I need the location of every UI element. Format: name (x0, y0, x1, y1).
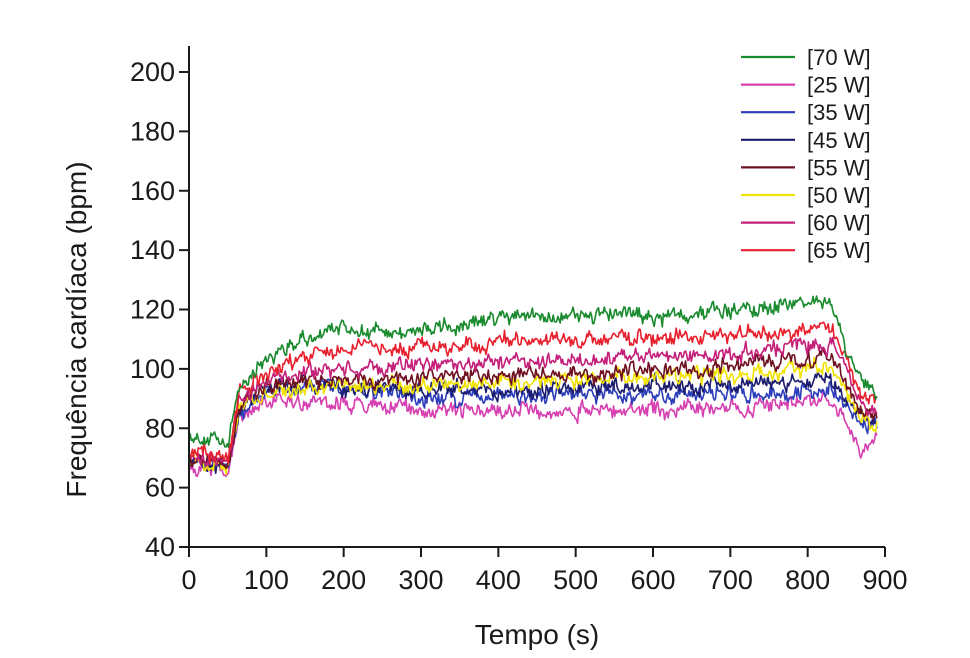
series-line (188, 347, 878, 470)
legend-label: [65 W] (807, 238, 871, 263)
series-line (188, 321, 878, 466)
y-tick-label: 200 (130, 57, 175, 87)
x-tick-label: 600 (630, 565, 675, 595)
x-axis-title: Tempo (s) (475, 619, 599, 650)
y-axis-ticks: 40 60 80 100 120 140 160 180 200 (130, 57, 189, 562)
y-tick-label: 100 (130, 354, 175, 384)
y-tick-label: 180 (130, 116, 175, 146)
plot-series-group (188, 295, 878, 478)
x-tick-label: 500 (553, 565, 598, 595)
legend: [70 W] [25 W][35 W] [45 W][55 W] [50 W] [60 … (741, 45, 871, 263)
x-tick-label: 300 (398, 565, 443, 595)
series-line (188, 336, 878, 467)
legend-label: [55 W] (807, 155, 871, 180)
y-tick-label: 40 (145, 532, 175, 562)
y-tick-label: 160 (130, 176, 175, 206)
series-line (188, 389, 878, 478)
legend-label: [70 W] (807, 45, 871, 70)
legend-label: [45 W] (807, 128, 871, 153)
legend-label: [25 W] (807, 73, 871, 98)
x-tick-label: 200 (321, 565, 366, 595)
y-tick-label: 60 (145, 473, 175, 503)
legend-label: [50 W] (807, 183, 871, 208)
x-axis-ticks: 0 100 200 300 400 500 600 700 800 900 (181, 547, 908, 595)
y-tick-label: 120 (130, 295, 175, 325)
y-tick-label: 80 (145, 413, 175, 443)
legend-label: [35 W] (807, 100, 871, 125)
x-tick-label: 100 (244, 565, 289, 595)
series-line (188, 356, 878, 476)
legend-label: [60 W] (807, 211, 871, 236)
y-axis-title: Frequência cardíaca (bpm) (61, 161, 92, 497)
y-tick-label: 140 (130, 235, 175, 265)
x-tick-label: 400 (476, 565, 521, 595)
x-tick-label: 0 (181, 565, 196, 595)
series-line (188, 295, 878, 449)
series-line (188, 370, 877, 475)
x-tick-label: 700 (708, 565, 753, 595)
x-tick-label: 800 (785, 565, 830, 595)
x-tick-label: 900 (862, 565, 907, 595)
